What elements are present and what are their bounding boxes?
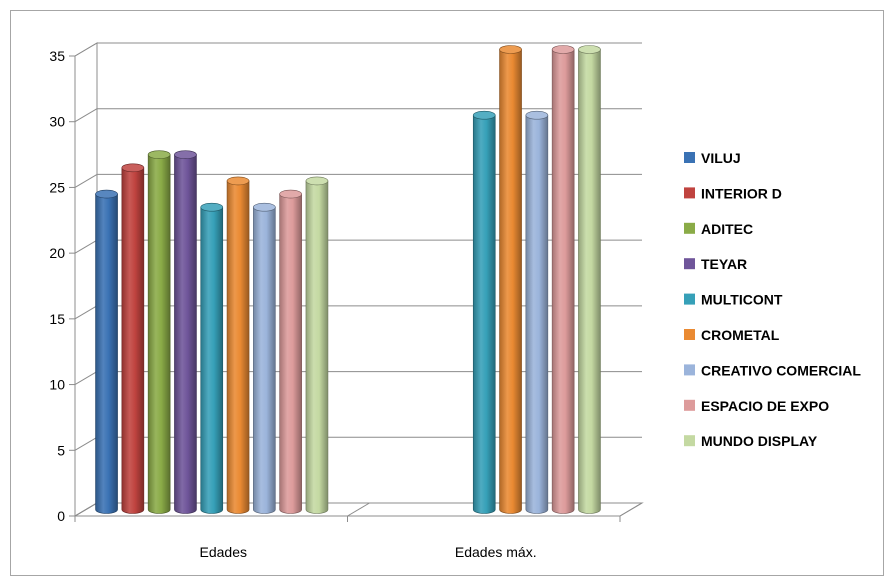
legend-swatch	[684, 222, 695, 234]
side-wall	[74, 42, 98, 517]
x-tick-label: Edades	[200, 544, 247, 560]
y-tick-label: 0	[57, 508, 65, 524]
legend-item: MUNDO DISPLAY	[684, 433, 818, 449]
bar	[174, 150, 197, 514]
gridline-side	[74, 239, 98, 254]
legend-label: CREATIVO COMERCIAL	[701, 362, 861, 378]
legend-swatch	[684, 258, 695, 270]
legend-swatch	[684, 329, 695, 340]
legend-item: CREATIVO COMERCIAL	[684, 362, 861, 378]
gridline-side	[74, 436, 98, 451]
gridline-side	[74, 305, 98, 320]
bar	[95, 189, 118, 514]
y-tick-label: 25	[49, 179, 65, 195]
y-tick-label: 20	[49, 245, 65, 261]
bar	[305, 176, 329, 514]
gridline-side	[74, 42, 98, 57]
legend-swatch	[684, 399, 695, 411]
legend-label: CROMETAL	[701, 327, 780, 343]
bar	[279, 189, 302, 514]
legend-item: INTERIOR D	[684, 185, 782, 201]
legend-item: CROMETAL	[684, 327, 780, 343]
legend-label: MUNDO DISPLAY	[701, 433, 818, 449]
legend-label: INTERIOR D	[701, 185, 782, 201]
legend-swatch	[684, 293, 695, 305]
y-tick-label: 35	[49, 48, 65, 64]
bar	[121, 163, 145, 514]
bar	[253, 202, 276, 514]
gridline-side	[74, 371, 98, 386]
bar	[499, 45, 522, 514]
y-tick-label: 10	[49, 377, 65, 393]
floor-divider	[347, 502, 370, 517]
bar	[200, 202, 224, 514]
y-tick-label: 5	[57, 442, 65, 458]
bar	[525, 110, 549, 514]
legend-swatch	[684, 435, 695, 447]
y-tick-label: 15	[49, 311, 65, 327]
legend-swatch	[684, 152, 695, 163]
gridline-side	[74, 173, 98, 188]
legend-label: ESPACIO DE EXPO	[701, 398, 829, 414]
bar	[147, 150, 171, 514]
bar	[551, 45, 575, 514]
legend-label: MULTICONT	[701, 292, 783, 308]
y-tick-label: 30	[49, 114, 65, 130]
legend-label: VILUJ	[701, 150, 741, 166]
legend-label: ADITEC	[701, 221, 753, 237]
bar	[578, 45, 601, 514]
legend-swatch	[684, 187, 695, 199]
legend-swatch	[684, 364, 695, 376]
legend-item: ESPACIO DE EXPO	[684, 398, 829, 414]
legend-item: VILUJ	[684, 150, 741, 166]
legend-item: ADITEC	[684, 221, 753, 237]
bar	[226, 176, 250, 514]
legend-label: TEYAR	[701, 256, 747, 272]
bar	[472, 110, 496, 514]
legend-item: MULTICONT	[684, 292, 783, 308]
floor-divider	[619, 502, 643, 517]
gridline-side	[74, 108, 98, 123]
legend-item: TEYAR	[684, 256, 747, 272]
x-tick-label: Edades máx.	[455, 544, 537, 560]
floor-divider	[74, 502, 98, 517]
